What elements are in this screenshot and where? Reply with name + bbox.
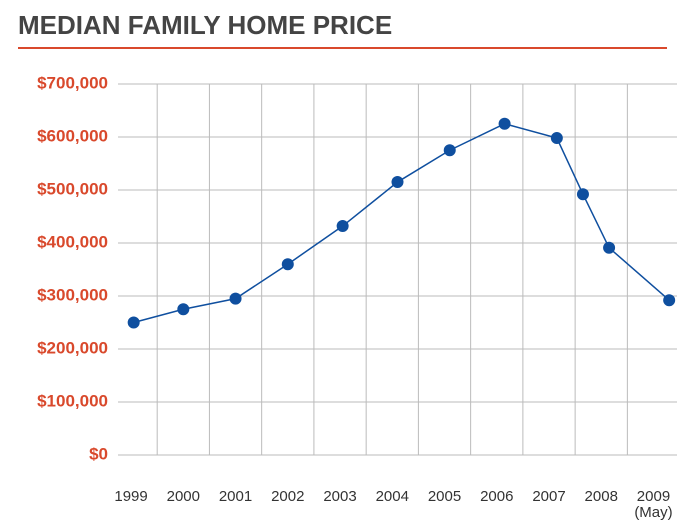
x-tick-label: 2003 [323,488,356,505]
x-tick-label: 2009 [637,488,670,505]
x-tick-label: 2000 [167,488,200,505]
y-tick-label: $600,000 [37,126,108,145]
point [336,220,349,233]
y-tick-label: $700,000 [37,73,108,92]
point [391,176,404,189]
point [550,132,563,145]
y-tick-label: $400,000 [37,232,108,251]
x-annotation: (May) [634,504,672,521]
x-tick-label: 2005 [428,488,461,505]
point [576,188,589,201]
chart-title: MEDIAN FAMILY HOME PRICE [18,10,392,40]
x-tick-label: 2004 [376,488,409,505]
line [133,122,670,324]
point [127,316,140,329]
y-tick-label: $200,000 [37,338,108,357]
y-tick-label: $500,000 [37,179,108,198]
x-tick-label: 2007 [532,488,565,505]
point [229,292,242,305]
y-tick-label: $300,000 [37,285,108,304]
point [443,144,456,157]
y-tick-label: $100,000 [37,391,108,410]
x-tick-label: 1999 [114,488,147,505]
point [663,294,676,307]
point [498,117,511,130]
point [281,258,294,271]
x-tick-label: 2001 [219,488,252,505]
x-tick-label: 2008 [585,488,618,505]
y-tick-label: $0 [89,444,108,463]
x-tick-label: 2002 [271,488,304,505]
point [603,241,616,254]
point [177,303,190,316]
x-tick-label: 2006 [480,488,513,505]
